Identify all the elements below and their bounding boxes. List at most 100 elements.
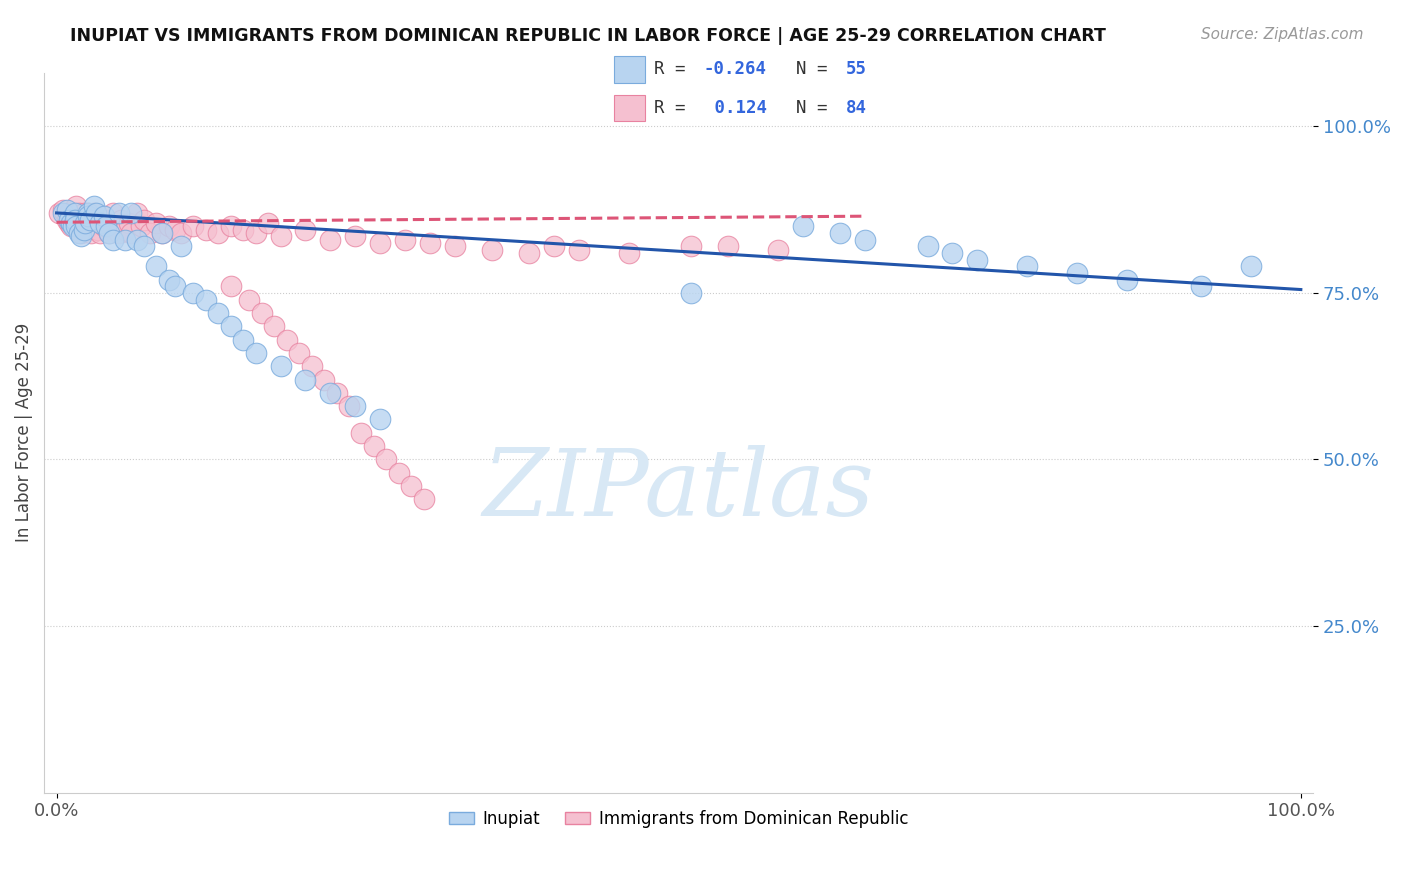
Point [219, 279, 242, 293]
Point [568, 243, 591, 257]
Point [207, 226, 229, 240]
Point [681, 239, 703, 253]
Text: 84: 84 [846, 99, 868, 117]
Point [294, 372, 316, 386]
Point [83, 199, 105, 213]
Point [368, 235, 391, 250]
Point [1066, 266, 1088, 280]
Point [93, 209, 115, 223]
Point [62, 219, 84, 234]
Point [412, 492, 434, 507]
Point [145, 259, 167, 273]
Point [183, 219, 205, 234]
Point [55, 202, 77, 217]
Point [245, 346, 267, 360]
Point [67, 219, 90, 234]
Point [238, 293, 260, 307]
Point [75, 216, 97, 230]
Point [67, 206, 90, 220]
Point [76, 209, 98, 223]
Point [270, 359, 292, 374]
Point [681, 285, 703, 300]
Point [89, 216, 111, 230]
Point [966, 252, 988, 267]
Point [443, 239, 465, 253]
Point [63, 212, 86, 227]
Point [170, 239, 193, 253]
Text: N =: N = [796, 99, 838, 117]
Point [337, 399, 360, 413]
Text: N =: N = [796, 61, 838, 78]
Point [93, 219, 115, 234]
Point [768, 243, 790, 257]
Point [163, 222, 186, 236]
Point [110, 212, 132, 227]
Point [86, 222, 108, 236]
Point [120, 206, 142, 220]
Text: 55: 55 [846, 61, 868, 78]
Point [617, 246, 640, 260]
Point [1189, 279, 1212, 293]
Point [65, 219, 87, 234]
Point [312, 372, 335, 386]
Point [399, 479, 422, 493]
Point [375, 452, 398, 467]
Point [150, 226, 173, 240]
Point [80, 226, 103, 240]
Point [263, 319, 285, 334]
Point [48, 206, 70, 220]
Point [350, 425, 373, 440]
Point [58, 216, 80, 230]
Point [62, 209, 84, 223]
Point [344, 229, 367, 244]
Text: ZIPatlas: ZIPatlas [482, 445, 875, 535]
Point [76, 206, 98, 220]
Point [73, 206, 96, 220]
Point [301, 359, 323, 374]
Text: R =: R = [654, 61, 696, 78]
Point [543, 239, 565, 253]
Point [114, 222, 136, 236]
Point [60, 216, 83, 230]
Point [73, 216, 96, 230]
Point [58, 212, 80, 227]
Point [853, 233, 876, 247]
Point [120, 226, 142, 240]
Point [79, 212, 101, 227]
Text: 0.124: 0.124 [703, 99, 766, 117]
Point [70, 212, 93, 227]
Point [127, 233, 149, 247]
Point [70, 229, 93, 244]
Point [63, 206, 86, 220]
Point [232, 333, 254, 347]
Text: Source: ZipAtlas.com: Source: ZipAtlas.com [1201, 27, 1364, 42]
Point [63, 212, 86, 227]
Legend: Inupiat, Immigrants from Dominican Republic: Inupiat, Immigrants from Dominican Repub… [443, 804, 915, 835]
Point [129, 219, 152, 234]
Point [97, 226, 120, 240]
Point [1017, 259, 1039, 273]
Point [344, 399, 367, 413]
Point [157, 272, 180, 286]
Point [319, 385, 342, 400]
Point [219, 319, 242, 334]
Point [270, 229, 292, 244]
Point [245, 226, 267, 240]
Point [250, 306, 273, 320]
Point [419, 235, 441, 250]
Point [89, 226, 111, 240]
Point [105, 219, 128, 234]
Point [941, 246, 963, 260]
Point [132, 212, 155, 227]
Point [294, 222, 316, 236]
Point [717, 239, 740, 253]
Point [519, 246, 541, 260]
Point [219, 219, 242, 234]
Point [65, 199, 87, 213]
Point [276, 333, 298, 347]
Point [1240, 259, 1263, 273]
Y-axis label: In Labor Force | Age 25-29: In Labor Force | Age 25-29 [15, 323, 32, 542]
Point [150, 226, 173, 240]
Point [96, 219, 118, 234]
Point [157, 219, 180, 234]
